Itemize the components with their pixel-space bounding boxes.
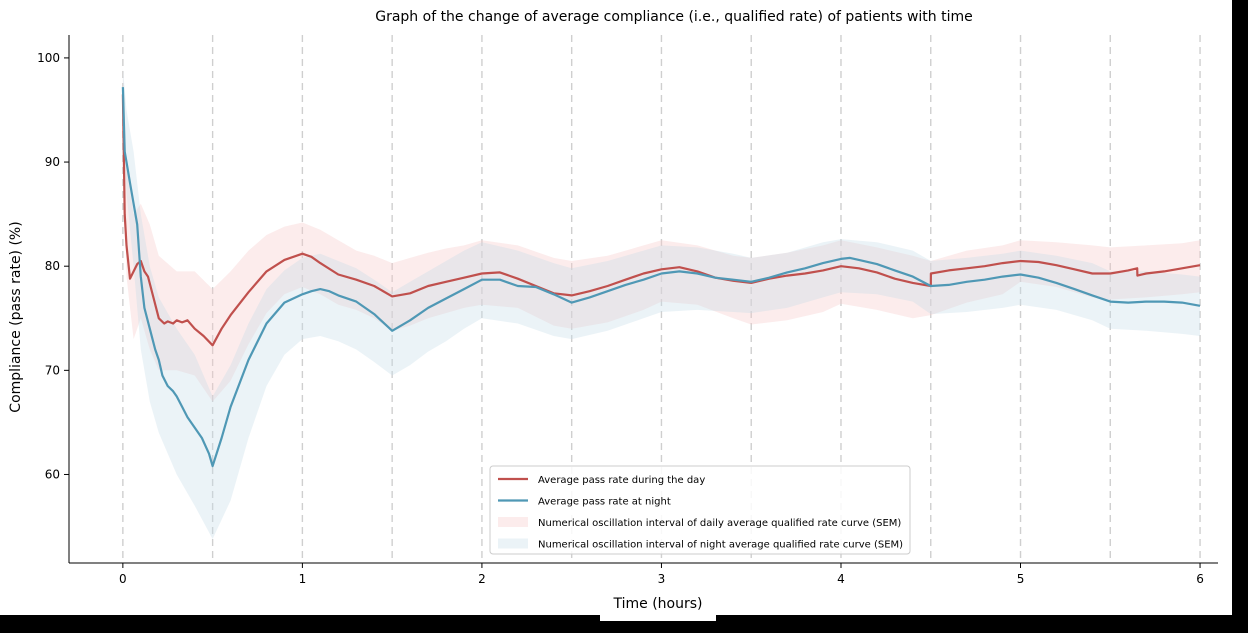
y-tick-label: 70 bbox=[45, 363, 60, 377]
x-axis-label: Time (hours) bbox=[613, 596, 703, 612]
legend-day-band-swatch bbox=[498, 517, 528, 527]
y-tick-label: 60 bbox=[45, 467, 60, 481]
legend-night-band-swatch bbox=[498, 538, 528, 549]
y-axis-label-background bbox=[0, 197, 32, 437]
chart-title: Graph of the change of average complianc… bbox=[375, 9, 973, 25]
legend-box bbox=[489, 465, 911, 555]
legend-night-line-label: Average pass rate at night bbox=[538, 497, 671, 508]
day-sem-band bbox=[122, 68, 1200, 402]
x-axis-label-background bbox=[600, 593, 716, 621]
night-sem-band bbox=[122, 68, 1200, 540]
x-tick-label: 5 bbox=[1017, 572, 1025, 586]
night-series-line bbox=[121, 87, 1201, 468]
x-tick-label: 0 bbox=[119, 572, 127, 586]
y-tick-label: 100 bbox=[37, 51, 60, 65]
y-axis-label: Compliance (pass rate) (%) bbox=[8, 221, 24, 413]
x-tick-label: 6 bbox=[1196, 572, 1204, 586]
legend-day-line-label: Average pass rate during the day bbox=[538, 475, 705, 486]
legend-night-band-label: Numerical oscillation interval of night … bbox=[538, 540, 903, 551]
x-tick-label: 4 bbox=[837, 572, 845, 586]
legend-day-band-label: Numerical oscillation interval of daily … bbox=[538, 518, 901, 529]
y-tick-label: 90 bbox=[45, 155, 60, 169]
x-tick-label: 2 bbox=[478, 572, 486, 586]
y-tick-label: 80 bbox=[45, 259, 60, 273]
x-tick-label: 3 bbox=[658, 572, 666, 586]
x-tick-label: 1 bbox=[299, 572, 307, 586]
